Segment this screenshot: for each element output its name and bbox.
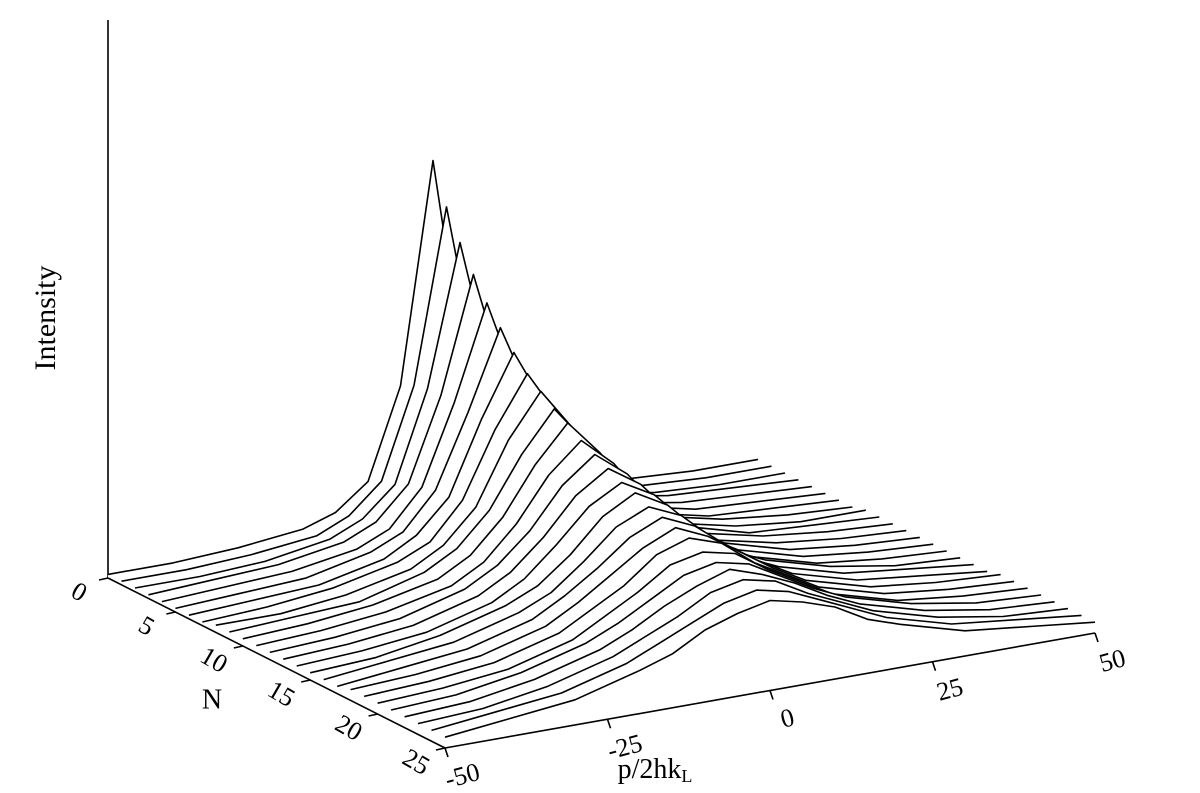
- x-tick: [769, 690, 774, 700]
- y-tick-label: 0: [66, 576, 92, 608]
- curve: [404, 568, 1055, 718]
- curve: [202, 372, 853, 623]
- curve: [390, 561, 1042, 711]
- curve: [377, 551, 1028, 704]
- y-tick-label: 10: [196, 641, 233, 679]
- curve: [444, 599, 1096, 738]
- y-tick: [98, 577, 109, 581]
- z-axis-label: Intensity: [29, 266, 62, 371]
- curve: [175, 326, 826, 610]
- curve: [363, 537, 1015, 698]
- x-tick-label: 0: [777, 702, 797, 733]
- x-tick-label: 50: [1096, 643, 1129, 678]
- y-tick: [435, 747, 446, 751]
- x-tick-label: -50: [442, 757, 483, 793]
- x-tick-label: 25: [934, 672, 967, 707]
- x-tick: [1094, 632, 1099, 643]
- curve: [215, 390, 866, 626]
- curve: [229, 408, 880, 633]
- y-tick-label: 20: [330, 709, 367, 747]
- curve: [283, 467, 934, 660]
- curve: [323, 506, 974, 681]
- curve: [310, 492, 961, 674]
- x-axis-label: p/2hkL: [618, 754, 693, 786]
- y-tick: [301, 679, 311, 683]
- curve: [417, 578, 1069, 725]
- occluder: [445, 600, 1095, 748]
- x-tick: [931, 661, 937, 672]
- y-tick: [166, 611, 176, 615]
- curve: [269, 453, 920, 654]
- y-tick: [233, 645, 243, 649]
- curve: [296, 481, 947, 667]
- curve: [188, 351, 839, 616]
- y-tick-label: 5: [134, 610, 160, 642]
- y-tick-label: 15: [263, 675, 300, 713]
- y-axis: [107, 577, 446, 749]
- curve: [242, 422, 893, 640]
- curve: [350, 526, 1001, 691]
- x-tick: [606, 718, 612, 729]
- curve: [256, 439, 907, 647]
- curve: [431, 589, 1082, 732]
- x-axis-label-sub: L: [681, 766, 692, 786]
- x-axis-label-main: p/2hk: [618, 754, 682, 785]
- curve: [336, 516, 988, 688]
- y-tick: [368, 713, 378, 717]
- y-tick-label: 25: [398, 743, 435, 781]
- y-axis-label: N: [202, 684, 222, 715]
- x-tick: [444, 747, 449, 758]
